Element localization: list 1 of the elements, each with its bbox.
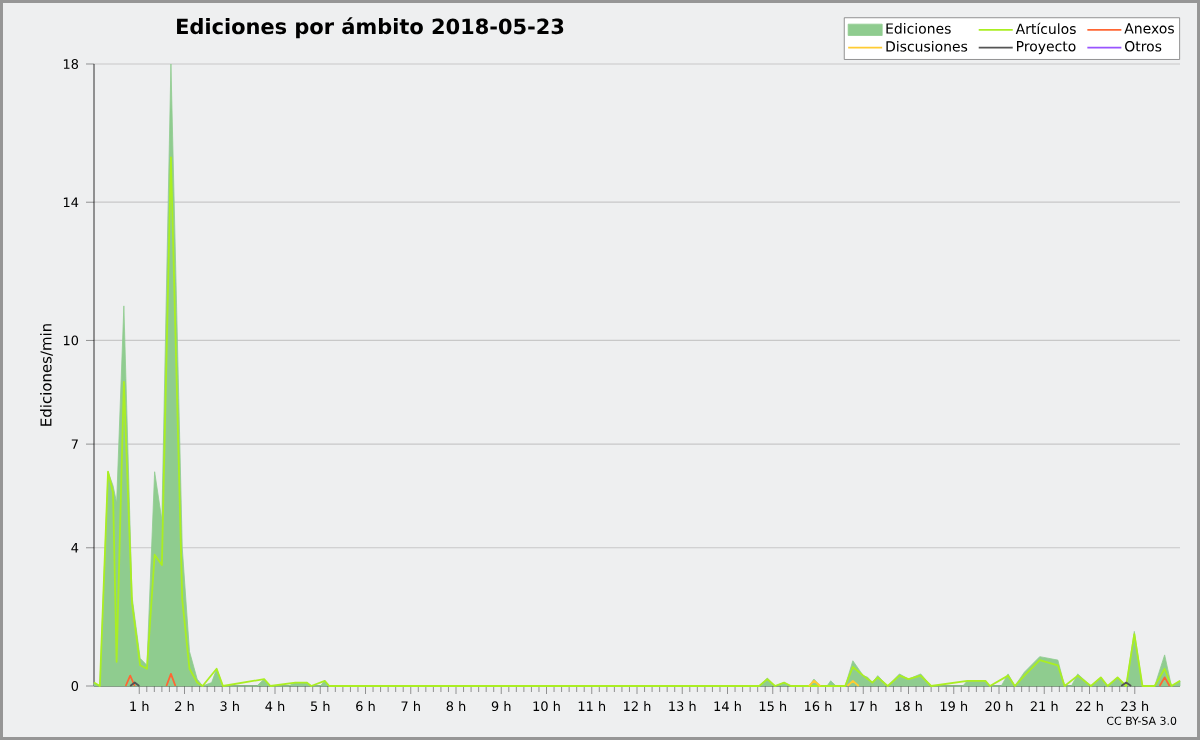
chart-title: Ediciones por ámbito 2018-05-23 [177, 17, 564, 39]
